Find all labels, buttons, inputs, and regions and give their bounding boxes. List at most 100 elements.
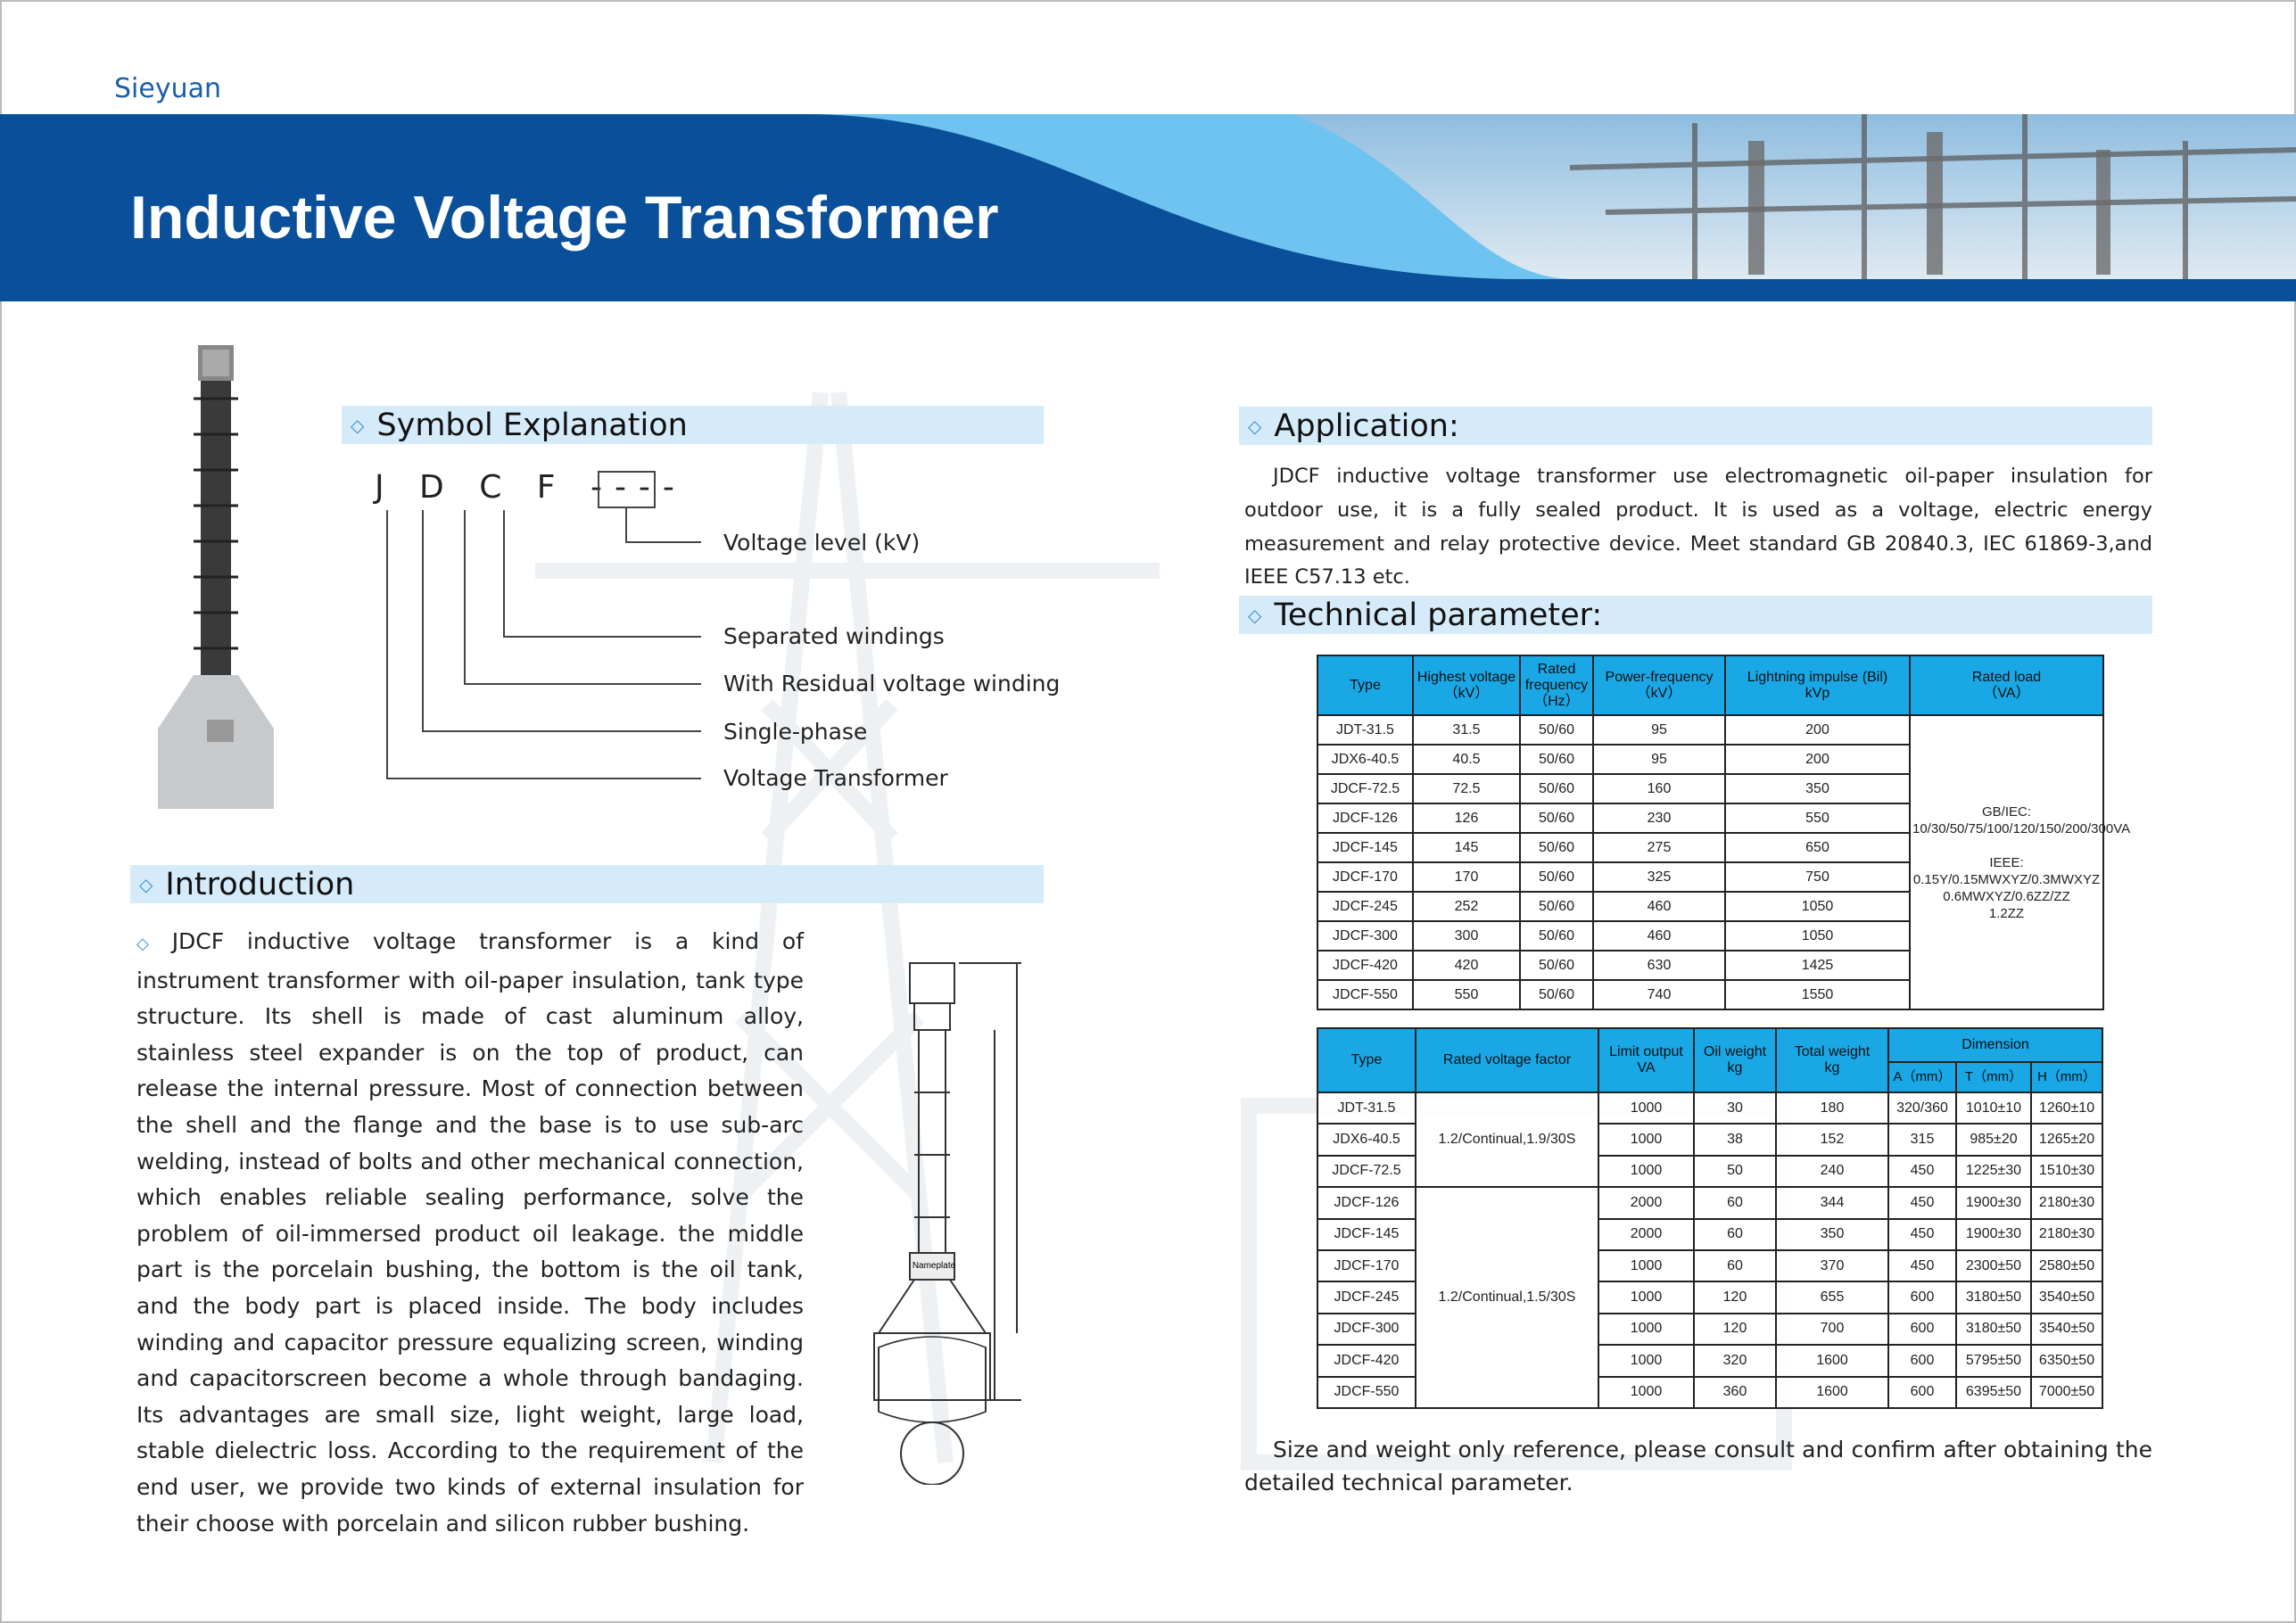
table-cell: 152: [1775, 1123, 1889, 1157]
column-header: Type: [1317, 655, 1414, 716]
application-heading: ◇ Application:: [1239, 407, 2152, 445]
table-cell: 1000: [1598, 1248, 1695, 1283]
table-row: JDCF-170 1000 60 370 450 2300±50 2580±50: [1317, 1248, 2104, 1283]
table-cell: 72.5: [1412, 773, 1521, 804]
column-header: Rated frequency （Hz）: [1519, 655, 1594, 716]
table-cell: JDCF-550: [1317, 979, 1414, 1010]
table-cell: 1010±10: [1955, 1091, 2032, 1125]
table-cell: JDCF-300: [1317, 1312, 1416, 1347]
label-voltage-level: Voltage level (kV): [723, 530, 921, 556]
table-cell: JDCF-245: [1317, 1281, 1416, 1314]
table-row: JDCF-72.5 72.5 50/60 160 350: [1317, 773, 2103, 804]
table-cell: JDCF-72.5: [1317, 773, 1414, 804]
table-cell: 2580±50: [2029, 1248, 2104, 1283]
table-cell: 50/60: [1519, 803, 1594, 834]
introduction-heading: ◇ Introduction: [130, 865, 1044, 903]
table-cell: 50/60: [1519, 920, 1594, 952]
table-cell: JDX6-40.5: [1317, 744, 1414, 775]
table-cell: 420: [1412, 950, 1521, 981]
footnote: Size and weight only reference, please c…: [1244, 1437, 2152, 1495]
dimension-weight-table: Type Rated voltage factor Limit output VA O…: [1317, 1027, 2104, 1409]
table-cell: 600: [1887, 1375, 1957, 1409]
table-cell: 252: [1412, 891, 1521, 922]
table-row: JDCF-145 2000 60 350 450 1900±30 2180±30: [1317, 1217, 2104, 1251]
table-cell: 600: [1887, 1281, 1957, 1314]
table-cell: 180: [1775, 1091, 1889, 1125]
table-cell: 550: [1724, 803, 1911, 834]
table-cell: 650: [1724, 832, 1911, 863]
table-cell: 2180±30: [2029, 1186, 2104, 1220]
table-cell: 7000±50: [2029, 1375, 2104, 1409]
table-row: JDCF-72.5 1000 50 240 450 1225±30 1510±30: [1317, 1154, 2104, 1189]
column-header: Oil weight kg: [1693, 1027, 1777, 1093]
table-row: JDCF-126 1.2/Continual,1.5/30S 2000 60 344 45…: [1317, 1186, 2104, 1409]
table-cell: JDT-31.5: [1317, 714, 1414, 746]
column-header: Power-frequency （kV）: [1592, 655, 1726, 716]
table-cell: 655: [1775, 1281, 1889, 1314]
heading-text: Application:: [1274, 408, 1459, 444]
table-cell: 1000: [1598, 1091, 1695, 1125]
table-cell: 1260±10: [2029, 1091, 2104, 1125]
table-cell: 740: [1592, 979, 1726, 1010]
table-cell: 38: [1693, 1123, 1777, 1157]
table-cell: 200: [1724, 714, 1911, 746]
table-cell: JDCF-126: [1317, 803, 1414, 834]
introduction-text: ◇ JDCF inductive voltage transformer is a…: [136, 924, 804, 1542]
table-cell: 300: [1412, 920, 1521, 952]
table-cell: 1000: [1598, 1154, 1695, 1189]
table-cell: JDT-31.5: [1317, 1091, 1416, 1125]
table-cell: JDCF-145: [1317, 832, 1414, 863]
table-cell: 120: [1693, 1312, 1777, 1347]
column-header: Lightning impulse (Bil) kVp: [1724, 655, 1911, 716]
dimension-header: Dimension: [1887, 1027, 2104, 1063]
nameplate-label: Nameplate: [913, 1261, 956, 1271]
table-row: JDCF-300 300 50/60 460 1050: [1317, 920, 2103, 952]
dimension-subheader: T（mm）: [1955, 1061, 2032, 1093]
table-cell: 630: [1592, 950, 1726, 981]
connector-line: [625, 541, 701, 543]
table-cell: 2300±50: [1955, 1248, 2032, 1283]
table-cell: 344: [1775, 1186, 1889, 1220]
table-cell: JDCF-550: [1317, 1375, 1416, 1409]
table-cell: 1510±30: [2029, 1154, 2104, 1189]
table-row: JDX6-40.5 40.5 50/60 95 200: [1317, 744, 2103, 775]
table-cell: 95: [1592, 744, 1726, 775]
dimension-subheader: A（mm）: [1887, 1061, 1957, 1093]
table-cell: 50/60: [1519, 832, 1594, 863]
table-cell: 460: [1592, 891, 1726, 922]
table-cell: 240: [1775, 1154, 1889, 1189]
heading-text: Symbol Explanation: [376, 407, 688, 443]
table-row: JDX6-40.5 1000 38 152 315 985±20 1265±20: [1317, 1123, 2104, 1157]
table-cell: 750: [1724, 861, 1911, 893]
table-cell: 325: [1592, 861, 1726, 893]
label-single-phase: Single-phase: [723, 719, 868, 745]
table-cell: 50/60: [1519, 861, 1594, 893]
table-cell: 450: [1887, 1217, 1957, 1251]
table-cell: 2000: [1598, 1217, 1695, 1251]
table-row: JDCF-420 420 50/60 630 1425: [1317, 950, 2103, 981]
table-cell: 315: [1887, 1123, 1957, 1157]
table-cell: 1000: [1598, 1344, 1695, 1378]
table-row: JDCF-245 252 50/60 460 1050: [1317, 891, 2103, 922]
table-cell: 320: [1693, 1344, 1777, 1378]
application-text: JDCF inductive voltage transformer use e…: [1244, 465, 2152, 589]
column-header: Type: [1317, 1027, 1416, 1093]
table-cell: 50/60: [1519, 714, 1594, 746]
table-cell: 1600: [1775, 1375, 1889, 1409]
table-cell: JDCF-72.5: [1317, 1154, 1416, 1189]
table-cell: JDCF-126: [1317, 1186, 1416, 1220]
table-cell: 50/60: [1519, 744, 1594, 775]
table-cell: 3180±50: [1955, 1312, 2032, 1347]
table-cell: 320/360: [1887, 1091, 1957, 1125]
connector-line: [625, 508, 627, 542]
diamond-icon: ◇: [139, 873, 153, 895]
table-row: JDCF-420 1000 320 1600 600 5795±50 6350±50: [1317, 1344, 2104, 1378]
table-cell: 50/60: [1519, 979, 1594, 1010]
table-cell: 450: [1887, 1248, 1957, 1283]
column-header: Total weight kg: [1775, 1027, 1889, 1093]
column-header: Rated load （VA）: [1909, 655, 2104, 716]
table-row: JDCF-550 550 50/60 740 1550: [1317, 979, 2103, 1010]
table-cell: 160: [1592, 773, 1726, 804]
table-cell: 1900±30: [1955, 1217, 2032, 1251]
